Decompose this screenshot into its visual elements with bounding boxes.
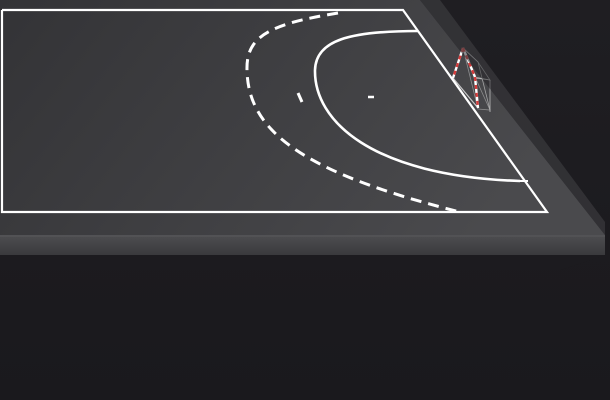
court-front-edge [0, 235, 605, 255]
court-bottom-shadow [0, 255, 605, 270]
court-surface [0, 0, 605, 235]
court-right-apron [420, 0, 605, 235]
goal-area-line [313, 29, 521, 183]
court-boundary-line [0, 8, 550, 214]
free-throw-line [245, 11, 461, 214]
seven-meter-line [296, 92, 304, 103]
